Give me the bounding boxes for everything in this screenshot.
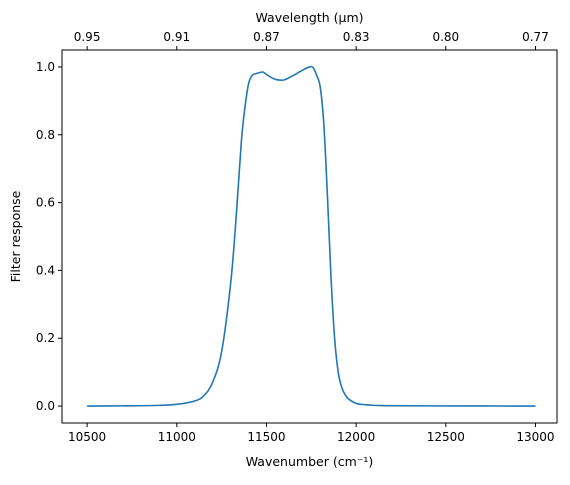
y-axis-label: Filter response	[8, 190, 23, 282]
ticks-layer: 10500 11000 11500 12000 12500 13000 0.95 0.91 0.…	[36, 30, 555, 444]
y-tick-label: 0.6	[36, 196, 55, 210]
x-tick-label: 12000	[337, 430, 375, 444]
top-x-tick-label: 0.95	[74, 30, 101, 44]
x-tick-label: 10500	[68, 430, 106, 444]
x-tick-label: 11500	[247, 430, 285, 444]
x-tick-label: 11000	[158, 430, 196, 444]
top-x-tick-label: 0.77	[522, 30, 549, 44]
y-tick-label: 0.0	[36, 399, 55, 413]
plot-area	[62, 50, 557, 423]
top-x-tick-label: 0.80	[432, 30, 459, 44]
filter-response-line	[87, 65, 536, 407]
top-x-tick-label: 0.83	[343, 30, 370, 44]
x-tick-label: 13000	[516, 430, 554, 444]
top-x-axis-label: Wavelength (μm)	[255, 10, 363, 25]
x-tick-label: 12500	[427, 430, 465, 444]
plot-frame	[61, 49, 558, 424]
y-tick-label: 0.4	[36, 263, 55, 277]
top-x-tick-label: 0.87	[253, 30, 280, 44]
x-axis-label: Wavenumber (cm⁻¹)	[246, 454, 373, 469]
y-tick-label: 0.8	[36, 128, 55, 142]
y-tick-label: 0.2	[36, 331, 55, 345]
series-layer	[87, 65, 536, 407]
y-tick-label: 1.0	[36, 60, 55, 74]
top-x-tick-label: 0.91	[163, 30, 190, 44]
